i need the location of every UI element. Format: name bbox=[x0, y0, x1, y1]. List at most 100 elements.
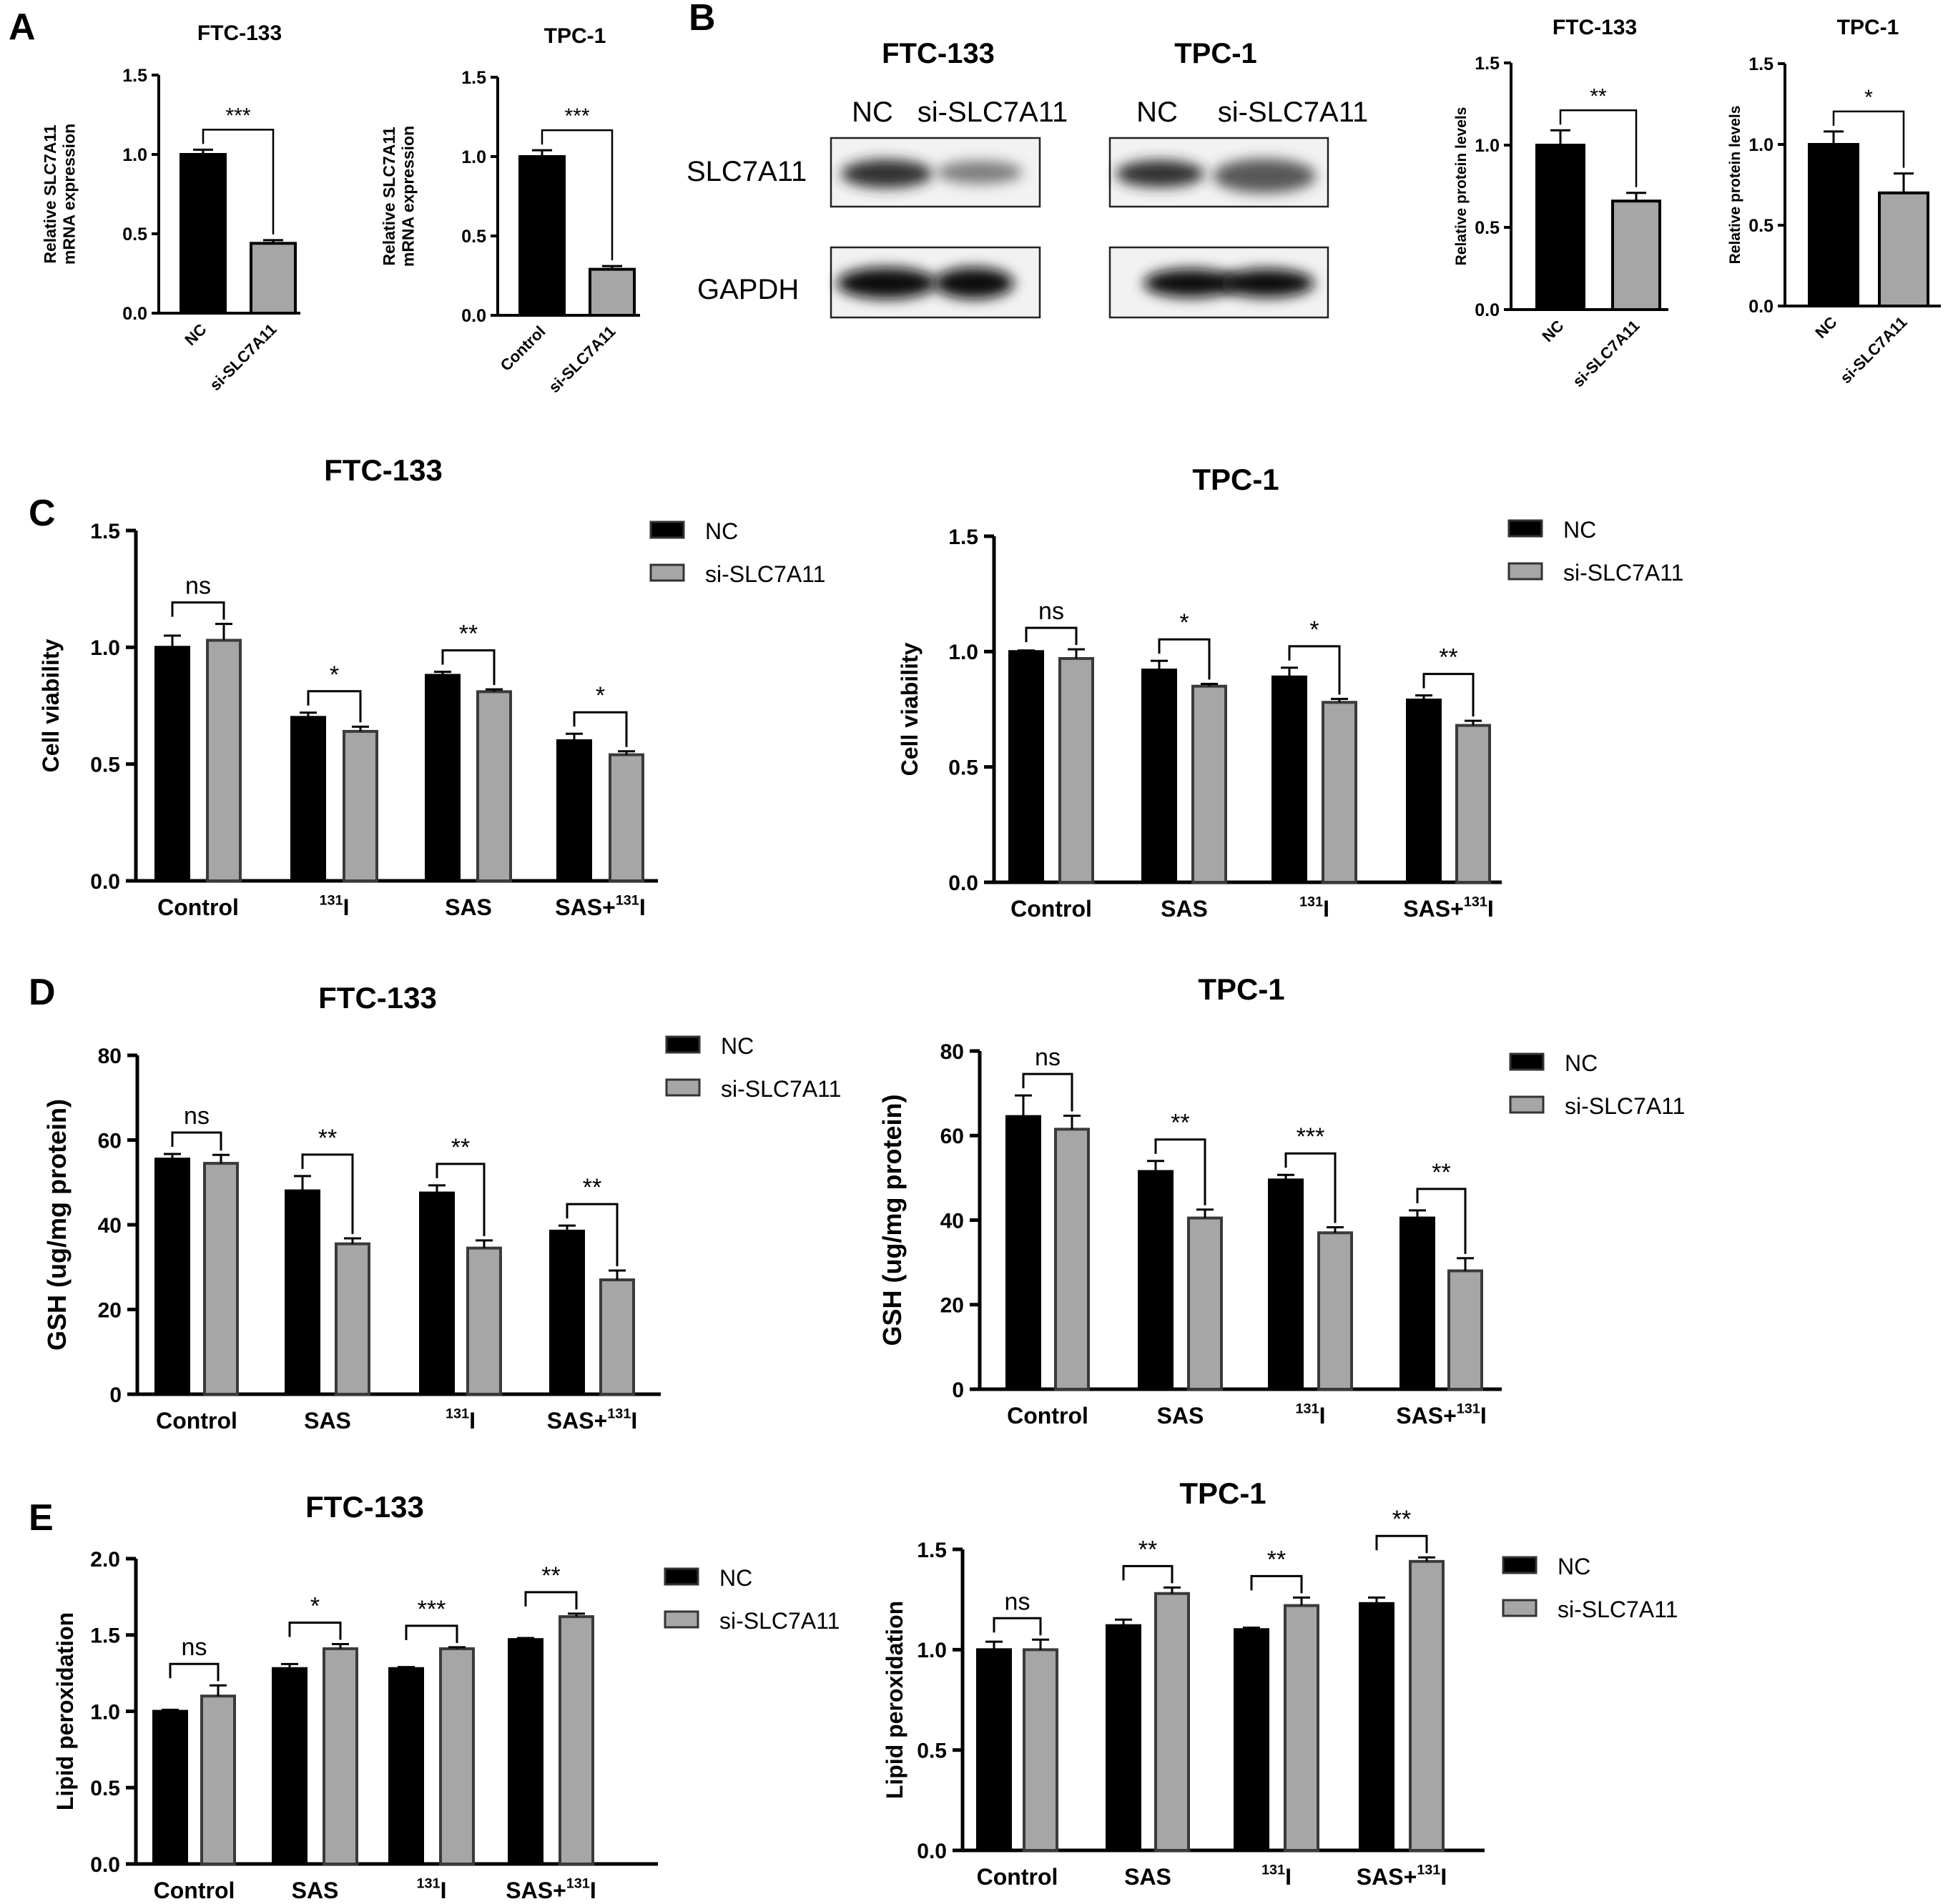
y-tick-label: 0.0 bbox=[90, 870, 120, 894]
y-tick-label: 1.5 bbox=[122, 66, 147, 86]
y-tick-label: 0 bbox=[952, 1378, 964, 1402]
chart-title: FTC-133 bbox=[305, 1490, 424, 1524]
chart-title: TPC-1 bbox=[1198, 972, 1284, 1006]
y-tick-label: 40 bbox=[940, 1209, 964, 1233]
y-tick-label: 1.5 bbox=[90, 1624, 120, 1648]
significance-label: ** bbox=[541, 1562, 560, 1589]
bar-si-slc7a11 bbox=[1023, 1648, 1058, 1852]
cat-superscript: 131 bbox=[1457, 1401, 1480, 1417]
blot-band bbox=[1213, 159, 1316, 193]
bar-si-slc7a11 bbox=[439, 1647, 475, 1866]
bar-si-slc7a11 bbox=[203, 1162, 239, 1396]
chart-title: TPC-1 bbox=[1192, 463, 1279, 496]
blot-protein-label: SLC7A11 bbox=[687, 156, 807, 187]
y-tick-label: 1.0 bbox=[90, 636, 120, 660]
bar-si-slc7a11 bbox=[476, 690, 512, 883]
bar-nc bbox=[425, 674, 461, 882]
significance-bracket bbox=[1250, 1574, 1303, 1594]
legend-swatch-nc bbox=[664, 1567, 699, 1586]
y-tick-label: 0.0 bbox=[948, 872, 978, 895]
significance-bracket bbox=[1122, 1564, 1174, 1584]
cat-part: SAS+ bbox=[1396, 1403, 1456, 1429]
chart-title: FTC-133 bbox=[197, 21, 282, 45]
significance-label: ns bbox=[184, 1103, 210, 1130]
cat-part: I bbox=[1319, 1403, 1326, 1429]
significance-bracket bbox=[1422, 673, 1475, 717]
x-tick-label: NC bbox=[181, 320, 210, 349]
x-tick-label: Control bbox=[154, 1878, 235, 1903]
bar-nc bbox=[1005, 1115, 1041, 1391]
bar-nc bbox=[556, 739, 592, 882]
x-tick-label: Control bbox=[1010, 896, 1092, 922]
significance-label: ** bbox=[318, 1125, 337, 1152]
blot-band bbox=[1143, 269, 1238, 297]
significance-label: * bbox=[330, 661, 339, 689]
significance-label: ns bbox=[1038, 598, 1064, 625]
bar-nc bbox=[976, 1648, 1012, 1852]
blot-lane-label: NC bbox=[1136, 97, 1178, 128]
y-tick-label: 1.0 bbox=[122, 145, 147, 165]
significance-bracket bbox=[993, 1617, 1042, 1636]
bar-nc bbox=[1106, 1624, 1141, 1852]
bar-si-slc7a11 bbox=[1317, 1231, 1353, 1391]
y-tick-label: 0.5 bbox=[90, 753, 120, 776]
x-tick-label: SAS bbox=[1124, 1864, 1171, 1890]
significance-label: ** bbox=[1392, 1506, 1411, 1533]
significance-bracket bbox=[169, 1662, 220, 1682]
legend-swatch-si-slc7a11 bbox=[664, 1610, 699, 1629]
x-tick-label: 131I bbox=[1296, 1401, 1326, 1429]
bar-si-slc7a11 bbox=[1611, 199, 1661, 312]
blot-band bbox=[937, 161, 1023, 184]
bar-si-slc7a11 bbox=[466, 1246, 502, 1396]
significance-label: * bbox=[1179, 609, 1189, 636]
chart-c1: FTC-133 0.0 0.5 1.0 1.5 Cell viability ns Contr… bbox=[38, 453, 825, 920]
panel-label-b: B bbox=[689, 0, 716, 39]
cat-superscript: 131 bbox=[446, 1406, 469, 1422]
bar-control bbox=[1808, 143, 1859, 307]
cat-superscript: 131 bbox=[1299, 894, 1323, 910]
y-axis-label: Relative protein levels bbox=[1453, 107, 1470, 266]
bar-control bbox=[179, 153, 227, 315]
y-tick-label: 1.5 bbox=[1475, 54, 1500, 74]
cat-superscript: 131 bbox=[417, 1876, 441, 1892]
cat-superscript: 131 bbox=[607, 1406, 631, 1422]
blot-lane-label: si-SLC7A11 bbox=[1218, 97, 1368, 128]
bar-si-slc7a11 bbox=[250, 242, 297, 315]
cat-superscript: 131 bbox=[616, 893, 639, 909]
bar-nc bbox=[1268, 1178, 1304, 1391]
x-tick-label: SAS bbox=[304, 1408, 351, 1434]
x-tick-label: si-SLC7A11 bbox=[545, 322, 619, 396]
x-tick-label: SAS+131I bbox=[1396, 1401, 1486, 1429]
cat-part: SAS+ bbox=[1357, 1864, 1417, 1890]
y-tick-label: 0.0 bbox=[122, 304, 147, 324]
blot-cell-label: TPC-1 bbox=[1174, 38, 1257, 69]
y-tick-label: 1.0 bbox=[1475, 136, 1500, 156]
bar-nc bbox=[1399, 1216, 1435, 1391]
bar-control bbox=[518, 155, 566, 317]
y-tick-label: 1.0 bbox=[461, 147, 486, 167]
chart-title: TPC-1 bbox=[544, 24, 606, 48]
significance-label: ** bbox=[451, 1134, 470, 1161]
chart-d2: TPC-1 0 20 40 60 80 GSH (ug/mg protein) ns Contr… bbox=[877, 972, 1685, 1429]
bar-nc bbox=[388, 1667, 424, 1865]
x-tick-label: NC bbox=[1811, 313, 1840, 342]
cat-superscript: 131 bbox=[566, 1876, 590, 1892]
bar-si-slc7a11 bbox=[1154, 1592, 1190, 1852]
bar-nc bbox=[1141, 669, 1177, 884]
legend-label: si-SLC7A11 bbox=[719, 1608, 840, 1634]
significance-bracket bbox=[441, 649, 496, 686]
significance-label: *** bbox=[225, 104, 250, 127]
panel-label-a: A bbox=[9, 6, 36, 48]
bar-si-slc7a11 bbox=[589, 267, 636, 317]
x-tick-label: si-SLC7A11 bbox=[1569, 317, 1643, 390]
bar-si-slc7a11 bbox=[599, 1278, 635, 1396]
significance-label: ns bbox=[182, 1634, 207, 1661]
y-tick-label: 0.5 bbox=[1475, 218, 1500, 238]
x-tick-label: si-SLC7A11 bbox=[1836, 313, 1910, 387]
western-blot: FTC-133 TPC-1 NC si-SLC7A11 NC si-SLC7A11 SLC7… bbox=[687, 38, 1368, 319]
significance-bracket bbox=[202, 129, 275, 235]
y-axis-label: GSH (ug/mg protein) bbox=[877, 1095, 907, 1346]
y-tick-label: 0.0 bbox=[917, 1840, 947, 1863]
cat-part: I bbox=[590, 1878, 596, 1903]
